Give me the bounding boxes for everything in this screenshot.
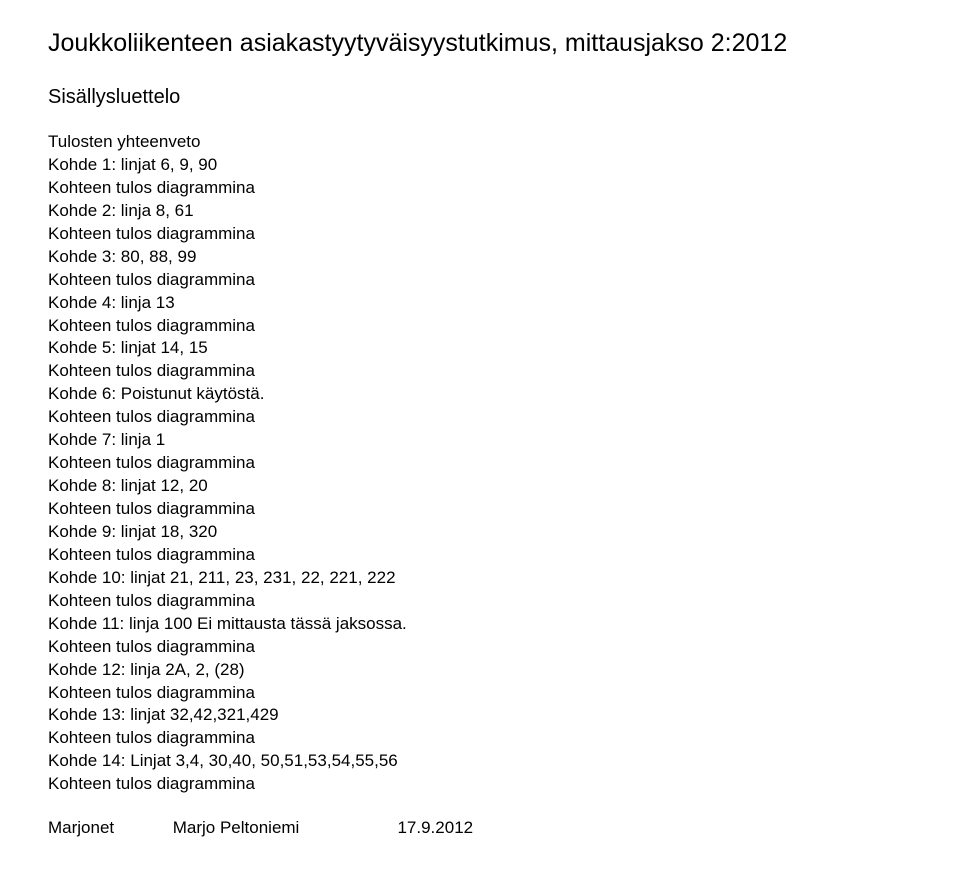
toc-line: Kohde 8: linjat 12, 20 xyxy=(48,475,912,498)
toc-line: Tulosten yhteenveto xyxy=(48,131,912,154)
toc-line: Kohteen tulos diagrammina xyxy=(48,269,912,292)
toc-line: Kohteen tulos diagrammina xyxy=(48,682,912,705)
toc-line: Kohde 7: linja 1 xyxy=(48,429,912,452)
footer: Marjonet Marjo Peltoniemi 17.9.2012 xyxy=(48,818,912,838)
footer-company: Marjonet xyxy=(48,818,168,838)
toc-line: Kohde 12: linja 2A, 2, (28) xyxy=(48,659,912,682)
footer-author: Marjo Peltoniemi xyxy=(173,818,393,838)
toc-line: Kohteen tulos diagrammina xyxy=(48,544,912,567)
toc-line: Kohde 10: linjat 21, 211, 23, 231, 22, 2… xyxy=(48,567,912,590)
page-title: Joukkoliikenteen asiakastyytyväisyystutk… xyxy=(48,28,912,58)
toc-line: Kohde 6: Poistunut käytöstä. xyxy=(48,383,912,406)
footer-date: 17.9.2012 xyxy=(397,818,473,838)
toc-line: Kohde 2: linja 8, 61 xyxy=(48,200,912,223)
toc-line: Kohde 11: linja 100 Ei mittausta tässä j… xyxy=(48,613,912,636)
toc-line: Kohteen tulos diagrammina xyxy=(48,636,912,659)
toc-line: Kohde 3: 80, 88, 99 xyxy=(48,246,912,269)
toc-line: Kohteen tulos diagrammina xyxy=(48,452,912,475)
toc-line: Kohde 5: linjat 14, 15 xyxy=(48,337,912,360)
toc-line: Kohde 14: Linjat 3,4, 30,40, 50,51,53,54… xyxy=(48,750,912,773)
document-page: Joukkoliikenteen asiakastyytyväisyystutk… xyxy=(0,0,960,858)
toc-line: Kohteen tulos diagrammina xyxy=(48,223,912,246)
toc-line: Kohteen tulos diagrammina xyxy=(48,315,912,338)
table-of-contents: Tulosten yhteenveto Kohde 1: linjat 6, 9… xyxy=(48,131,912,796)
toc-heading: Sisällysluettelo xyxy=(48,86,912,109)
toc-line: Kohteen tulos diagrammina xyxy=(48,498,912,521)
toc-line: Kohde 1: linjat 6, 9, 90 xyxy=(48,154,912,177)
toc-line: Kohteen tulos diagrammina xyxy=(48,590,912,613)
toc-line: Kohteen tulos diagrammina xyxy=(48,773,912,796)
toc-line: Kohde 9: linjat 18, 320 xyxy=(48,521,912,544)
toc-line: Kohde 4: linja 13 xyxy=(48,292,912,315)
toc-line: Kohde 13: linjat 32,42,321,429 xyxy=(48,704,912,727)
toc-line: Kohteen tulos diagrammina xyxy=(48,406,912,429)
toc-line: Kohteen tulos diagrammina xyxy=(48,177,912,200)
toc-line: Kohteen tulos diagrammina xyxy=(48,727,912,750)
toc-line: Kohteen tulos diagrammina xyxy=(48,360,912,383)
